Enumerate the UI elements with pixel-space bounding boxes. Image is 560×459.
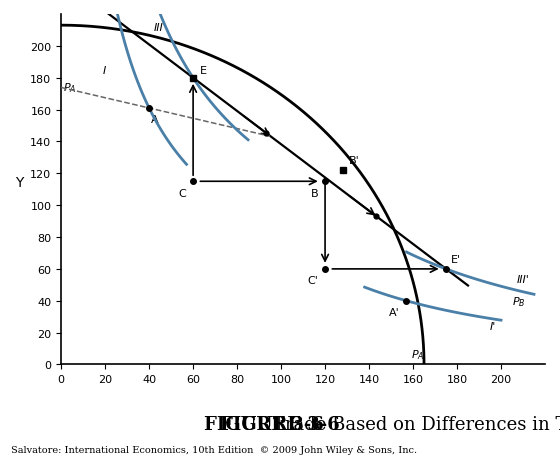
Text: A': A': [389, 308, 400, 318]
Y-axis label: Y: Y: [15, 176, 24, 190]
Text: Trade Based on Differences in Tastes.: Trade Based on Differences in Tastes.: [204, 415, 560, 433]
Text: $P_A$: $P_A$: [410, 348, 424, 362]
Text: B: B: [311, 188, 319, 198]
Text: $P_B$: $P_B$: [512, 294, 526, 308]
Text: Salvatore: International Economics, 10th Edition  © 2009 John Wiley & Sons, Inc.: Salvatore: International Economics, 10th…: [11, 445, 417, 454]
Text: $P_A$: $P_A$: [63, 81, 77, 95]
Text: III: III: [153, 23, 164, 33]
Text: C': C': [307, 276, 319, 285]
Text: I': I': [490, 322, 496, 332]
Text: I: I: [103, 66, 106, 76]
Text: FIGURE 3-6 Trade Based on Differences in Tastes.: FIGURE 3-6 Trade Based on Differences in…: [49, 415, 511, 433]
Text: C: C: [179, 188, 186, 198]
Text: III': III': [516, 274, 529, 284]
Text: E: E: [200, 65, 207, 75]
Text: E': E': [450, 255, 460, 264]
Text: FIGURE 3-6: FIGURE 3-6: [220, 415, 340, 433]
Text: A: A: [151, 115, 159, 125]
Text: B': B': [349, 156, 360, 166]
Text: FIGURE 3-6: FIGURE 3-6: [204, 415, 324, 433]
